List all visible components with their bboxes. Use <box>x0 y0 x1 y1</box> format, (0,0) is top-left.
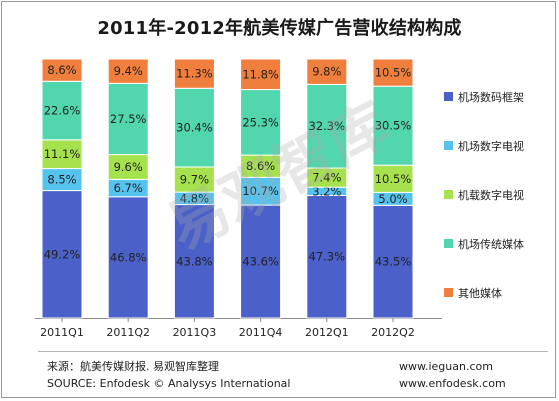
bar-segment-2011Q1-3 <box>41 80 83 141</box>
legend-label-1: 机场数字电视 <box>458 139 524 153</box>
data-label: 49.2% <box>44 247 81 261</box>
data-label: 22.6% <box>44 104 81 118</box>
x-tick-label: 2012Q2 <box>371 326 415 339</box>
data-label: 46.8% <box>110 250 147 264</box>
data-label: 43.5% <box>375 255 412 269</box>
data-label: 47.3% <box>309 250 346 264</box>
data-label: 8.6% <box>246 159 275 173</box>
source-cn: 来源：航美传媒财报. 易观智库整理 <box>47 360 219 373</box>
bar-segment-2011Q2-2 <box>107 154 149 180</box>
source-en: SOURCE: Enfodesk © Analysys Internationa… <box>47 377 291 390</box>
data-label: 10.5% <box>375 66 412 80</box>
bar-segment-2011Q1-4 <box>41 58 83 82</box>
bar-segment-2011Q3-2 <box>173 166 215 193</box>
bar-segment-2011Q4-0 <box>240 204 282 319</box>
bar-segment-2012Q2-4 <box>372 58 414 87</box>
legend-swatch-4 <box>444 288 453 297</box>
source-note: 来源：航美传媒财报. 易观智库整理 SOURCE: Enfodesk © Ana… <box>47 358 290 392</box>
data-label: 43.6% <box>242 255 279 269</box>
x-tick-label: 2011Q3 <box>173 326 217 339</box>
data-label: 9.7% <box>180 173 209 187</box>
bar-segment-2011Q3-3 <box>173 87 215 168</box>
data-label: 43.8% <box>176 254 213 268</box>
legend-swatch-0 <box>444 92 453 101</box>
data-label: 5.0% <box>378 192 407 206</box>
data-label: 8.5% <box>47 173 76 187</box>
chart-title: 2011年-2012年航美传媒广告营收结构构成 <box>97 18 462 39</box>
bar-segment-2011Q2-0 <box>107 196 149 319</box>
bar-segment-2011Q3-4 <box>173 58 215 89</box>
data-label: 4.8% <box>180 191 209 205</box>
data-label: 9.8% <box>312 65 341 79</box>
data-label: 10.5% <box>375 172 412 186</box>
data-label: 11.3% <box>176 67 213 81</box>
bar-segment-2012Q1-4 <box>306 58 348 85</box>
bar-segment-2011Q4-4 <box>240 58 282 91</box>
site-link-ieguan[interactable]: www.ieguan.com <box>399 360 493 373</box>
legend-swatch-2 <box>444 190 453 199</box>
data-label: 30.4% <box>176 121 213 135</box>
bar-segment-2012Q2-0 <box>372 204 414 319</box>
data-label: 27.5% <box>110 112 147 126</box>
x-tick-label: 2011Q4 <box>239 326 283 339</box>
legend-label-4: 其他媒体 <box>458 286 502 300</box>
data-label: 11.1% <box>44 147 81 161</box>
data-label: 10.7% <box>242 184 279 198</box>
legend-label-0: 机场数码框架 <box>458 90 524 104</box>
x-tick-label: 2012Q1 <box>305 326 349 339</box>
bar-segment-2011Q2-3 <box>107 82 149 156</box>
x-tick-label: 2011Q1 <box>40 326 84 339</box>
site-link-enfodesk[interactable]: www.enfodesk.com <box>399 377 506 390</box>
data-label: 30.5% <box>375 119 412 133</box>
x-tick-label: 2011Q2 <box>106 326 150 339</box>
site-links: www.ieguan.com www.enfodesk.com <box>399 358 506 392</box>
legend-swatch-3 <box>444 239 453 248</box>
data-label: 3.2% <box>312 184 341 198</box>
data-label: 9.4% <box>114 64 143 78</box>
data-label: 8.6% <box>47 63 76 77</box>
data-label: 6.7% <box>114 181 143 195</box>
data-label: 7.4% <box>312 171 341 185</box>
legend-label-3: 机场传统媒体 <box>458 237 524 251</box>
data-label: 11.8% <box>242 67 279 81</box>
data-label: 9.6% <box>114 160 143 174</box>
bar-segment-2011Q3-0 <box>173 204 215 319</box>
bar-segment-2011Q2-4 <box>107 58 149 84</box>
legend-label-2: 机载数字电视 <box>458 188 524 202</box>
bar-segment-2012Q2-3 <box>372 85 414 166</box>
bar-segment-2011Q4-3 <box>240 89 282 156</box>
data-label: 32.3% <box>309 119 346 133</box>
bar-segment-2012Q1-3 <box>306 83 348 169</box>
data-label: 25.3% <box>242 115 279 129</box>
legend-swatch-1 <box>444 141 453 150</box>
